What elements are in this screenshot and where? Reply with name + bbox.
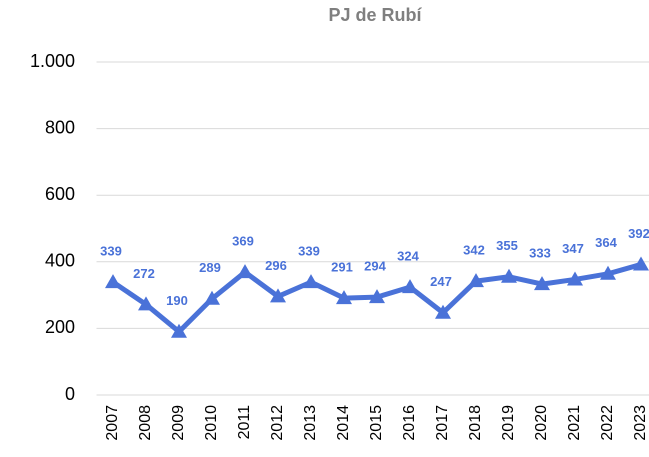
chart-title: PJ de Rubí <box>328 5 422 25</box>
x-tick-label: 2018 <box>467 405 484 441</box>
marker <box>600 265 616 280</box>
x-tick-label: 2010 <box>203 405 220 441</box>
data-label: 333 <box>529 246 551 261</box>
marker <box>369 289 385 304</box>
data-label: 296 <box>265 258 287 273</box>
marker <box>204 290 220 305</box>
x-tick-label: 2011 <box>236 405 253 440</box>
data-label: 392 <box>628 226 649 241</box>
y-tick-label: 800 <box>45 117 75 137</box>
data-label: 272 <box>133 266 155 281</box>
x-tick-label: 2021 <box>566 405 583 441</box>
marker <box>534 276 550 291</box>
marker <box>171 323 187 338</box>
marker <box>270 288 286 303</box>
data-label: 291 <box>331 260 353 275</box>
data-label: 355 <box>496 238 518 253</box>
marker <box>567 271 583 286</box>
data-label: 347 <box>562 241 584 256</box>
x-tick-label: 2013 <box>302 405 319 441</box>
x-tick-label: 2016 <box>401 405 418 441</box>
x-tick-label: 2012 <box>269 405 286 441</box>
x-tick-label: 2017 <box>434 405 451 441</box>
data-label: 339 <box>100 244 122 259</box>
marker <box>435 304 451 319</box>
data-label: 339 <box>298 244 320 259</box>
marker <box>468 273 484 288</box>
data-label: 324 <box>397 249 419 264</box>
data-label: 364 <box>595 235 617 250</box>
marker <box>105 274 121 289</box>
x-tick-label: 2020 <box>533 405 550 441</box>
data-label: 342 <box>463 243 485 258</box>
x-tick-label: 2023 <box>632 405 649 441</box>
y-tick-label: 400 <box>45 251 75 271</box>
y-tick-label: 0 <box>65 384 75 404</box>
marker <box>402 279 418 294</box>
data-label: 289 <box>199 260 221 275</box>
x-tick-label: 2019 <box>500 405 517 441</box>
x-tick-label: 2014 <box>335 405 352 441</box>
data-label: 369 <box>232 234 254 249</box>
marker <box>237 264 253 279</box>
marker <box>501 268 517 283</box>
data-label: 294 <box>364 259 386 274</box>
y-tick-label: 600 <box>45 184 75 204</box>
x-tick-label: 2007 <box>104 405 121 441</box>
y-tick-label: 1.000 <box>30 51 75 71</box>
x-tick-label: 2009 <box>170 405 187 441</box>
marker <box>138 296 154 311</box>
x-tick-label: 2022 <box>599 405 616 441</box>
x-tick-label: 2015 <box>368 405 385 441</box>
x-tick-label: 2008 <box>137 405 154 441</box>
marker <box>633 256 649 271</box>
data-label: 190 <box>166 293 188 308</box>
marker <box>303 274 319 289</box>
data-label: 247 <box>430 274 452 289</box>
marker <box>336 290 352 305</box>
y-tick-label: 200 <box>45 317 75 337</box>
